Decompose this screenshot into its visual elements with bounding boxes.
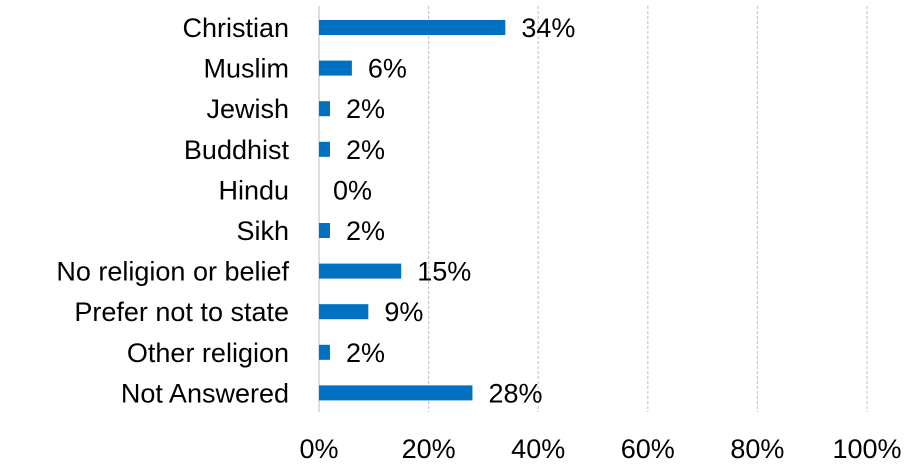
data-label: 9%	[384, 297, 423, 327]
category-label: Hindu	[218, 175, 289, 205]
bars	[319, 20, 506, 401]
category-label: Sikh	[236, 216, 289, 246]
category-label: Jewish	[206, 94, 289, 124]
bar	[319, 223, 330, 238]
bar	[319, 385, 473, 401]
x-tick-label: 40%	[511, 434, 565, 464]
category-label: No religion or belief	[56, 257, 289, 287]
category-label: Other religion	[127, 338, 289, 368]
data-label: 2%	[346, 135, 385, 165]
bar	[319, 344, 330, 360]
bar	[319, 263, 402, 279]
x-tick-label: 0%	[299, 434, 338, 464]
category-label: Muslim	[204, 54, 290, 84]
data-label: 28%	[488, 378, 542, 408]
data-labels: 34% 6% 2% 2% 0% 2% 15% 9% 2% 28%	[333, 13, 575, 408]
category-label: Buddhist	[184, 135, 290, 165]
data-label: 2%	[346, 94, 385, 124]
category-labels: Christian Muslim Jewish Buddhist Hindu Sikh No…	[56, 13, 289, 408]
x-axis-tick-labels: 0% 20% 40% 60% 80% 100%	[299, 434, 901, 464]
data-label: 2%	[346, 338, 385, 368]
data-label: 15%	[417, 257, 471, 287]
bar	[319, 60, 352, 76]
gridlines	[318, 6, 868, 412]
data-label: 34%	[521, 13, 575, 43]
bar	[319, 101, 330, 117]
x-tick-label: 60%	[621, 434, 675, 464]
data-label: 6%	[368, 54, 407, 84]
bar	[319, 20, 506, 35]
category-label: Prefer not to state	[74, 297, 289, 327]
data-label: 2%	[346, 216, 385, 246]
x-tick-label: 100%	[832, 434, 901, 464]
x-tick-label: 20%	[402, 434, 456, 464]
x-tick-label: 80%	[730, 434, 784, 464]
data-label: 0%	[333, 175, 372, 205]
category-label: Christian	[182, 13, 289, 43]
bar	[319, 141, 330, 157]
category-label: Not Answered	[121, 378, 289, 408]
bar	[319, 304, 369, 320]
